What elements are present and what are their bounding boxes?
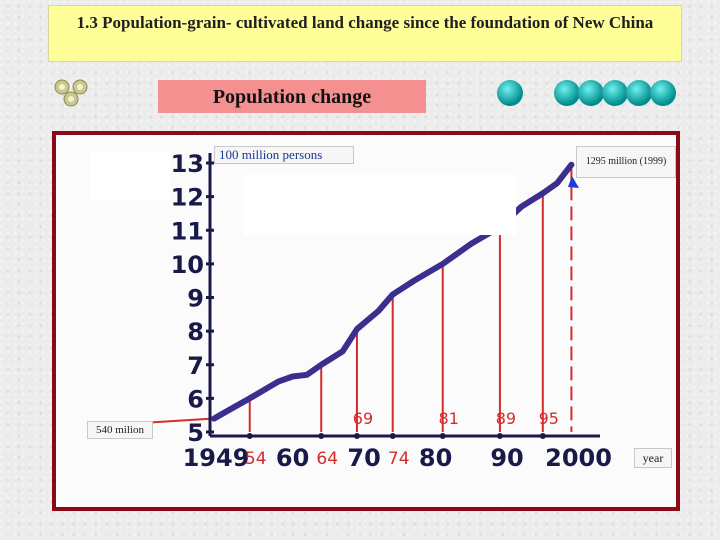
teal-dot-icon (578, 80, 604, 106)
data-point (340, 348, 346, 354)
data-point (318, 362, 324, 368)
teal-dot-icon (650, 80, 676, 106)
y-tick-label: 6 (187, 385, 204, 413)
x-axis-label: year (634, 448, 672, 468)
data-point (304, 372, 310, 378)
marked-year-dot (439, 433, 446, 439)
data-point (518, 204, 524, 210)
data-point (247, 395, 253, 401)
data-point (275, 379, 281, 385)
end-pointer-icon (568, 176, 579, 188)
y-tick-label: 9 (187, 285, 204, 313)
teal-dots-decoration (497, 80, 676, 106)
start-marker-line (149, 417, 215, 424)
marked-year-label: 69 (353, 409, 373, 428)
x-tick-label: 80 (419, 444, 452, 472)
marked-year-label: 64 (316, 449, 338, 469)
marked-year-label: 74 (388, 449, 410, 469)
y-tick-label: 10 (171, 251, 204, 279)
y-unit-label: 100 million persons (214, 146, 354, 164)
blank-patch (90, 152, 170, 200)
y-tick-label: 11 (171, 217, 204, 245)
data-point (540, 190, 546, 196)
marked-year-dot (318, 433, 325, 439)
marked-year-label: 81 (439, 409, 459, 428)
data-point (411, 278, 417, 284)
y-tick-label: 13 (171, 150, 204, 178)
marked-year-dot (246, 433, 253, 439)
flower-decoration-icon (54, 79, 88, 107)
x-tick-label: 70 (347, 444, 380, 472)
marked-year-label: 89 (496, 409, 516, 428)
data-point (354, 326, 360, 332)
start-value-annotation: 540 milion (87, 421, 153, 439)
x-tick-label: 2000 (545, 444, 612, 472)
data-point (568, 162, 574, 168)
section-subtitle: Population change (158, 80, 426, 113)
marked-year-label: 54 (245, 449, 267, 469)
marked-year-dot (496, 433, 503, 439)
teal-dot-icon (497, 80, 523, 106)
y-tick-label: 8 (187, 318, 204, 346)
blank-patch (244, 175, 516, 235)
x-tick-label: 60 (276, 444, 309, 472)
marked-year-label: 95 (539, 409, 559, 428)
slide-title: 1.3 Population-grain- cultivated land ch… (48, 5, 682, 62)
data-point (390, 291, 396, 297)
data-point (554, 180, 560, 186)
y-tick-label: 5 (187, 419, 204, 447)
marked-year-dot (389, 433, 396, 439)
y-tick-label: 12 (171, 184, 204, 212)
data-point (440, 261, 446, 267)
end-value-annotation: 1295 million (1999) (576, 146, 676, 178)
data-point (375, 308, 381, 314)
data-point (290, 374, 296, 380)
y-tick-label: 7 (187, 352, 204, 380)
marked-year-dot (353, 433, 360, 439)
teal-dot-icon (554, 80, 580, 106)
x-tick-label: 90 (490, 444, 523, 472)
data-point (218, 412, 224, 418)
teal-dot-icon (602, 80, 628, 106)
data-point (211, 416, 217, 422)
teal-dot-icon (626, 80, 652, 106)
data-point (468, 241, 474, 247)
x-tick-label: 1949 (183, 444, 250, 472)
marked-year-dot (539, 433, 546, 439)
